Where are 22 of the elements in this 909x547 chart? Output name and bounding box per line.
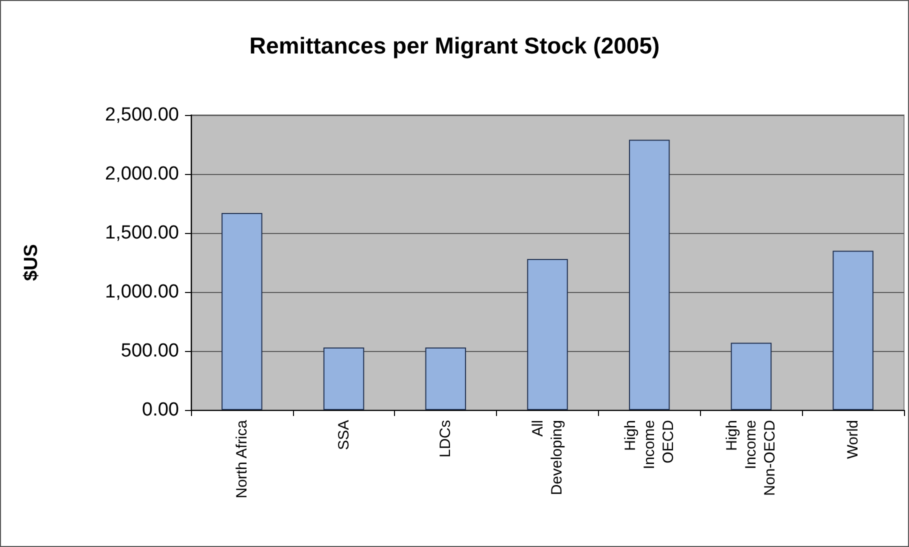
x-tick-label: North Africa — [233, 419, 250, 498]
bar — [527, 258, 568, 410]
y-tick-label: 0.00 — [142, 400, 179, 420]
y-tick-label: 500.00 — [120, 340, 179, 362]
y-tick-label: 2,500.00 — [105, 104, 179, 126]
bar — [730, 342, 772, 410]
x-tick-label: LDCs — [437, 420, 454, 458]
y-tick-label: 1,000.00 — [105, 282, 179, 302]
bar — [222, 212, 262, 410]
x-tick-label: SSA — [335, 420, 352, 450]
y-tick-label: 2,000.00 — [105, 164, 179, 184]
x-tick-label: All Developing — [530, 420, 566, 496]
chart-title: Remittances per Migrant Stock (2005) — [249, 32, 660, 58]
bar — [832, 250, 874, 410]
x-tick-label: High Income OECD — [622, 420, 677, 470]
x-tick-label: World — [844, 420, 862, 459]
x-tick-label: High Income Non-OECD — [724, 420, 779, 496]
bar — [628, 140, 670, 410]
bar — [323, 347, 364, 410]
y-tick-label: 1,500.00 — [105, 222, 179, 244]
bar — [425, 347, 466, 410]
y-axis-title: $US — [21, 244, 42, 281]
